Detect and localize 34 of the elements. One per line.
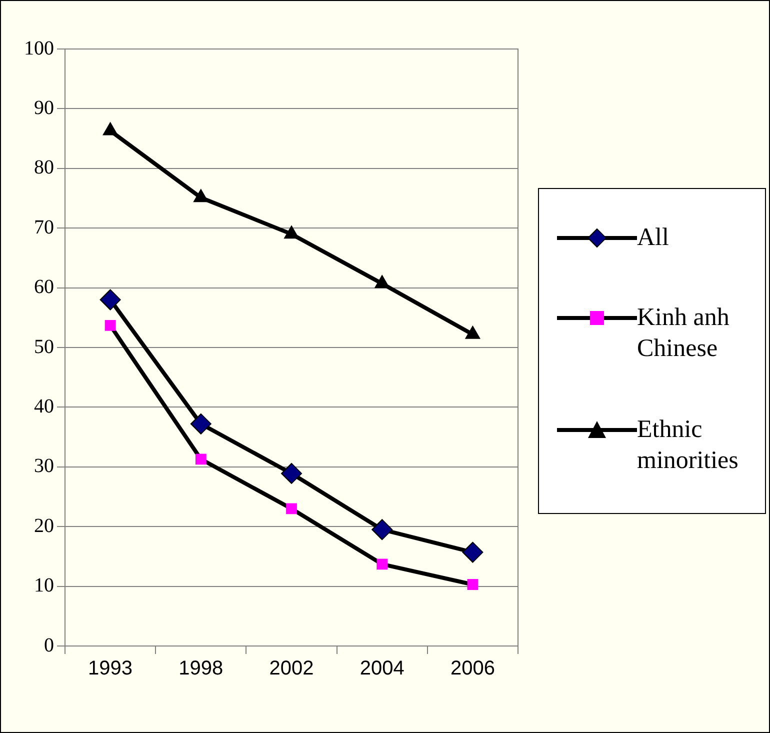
x-tick-label: 1993 <box>88 658 133 680</box>
point <box>104 320 116 331</box>
y-tick-label: 90 <box>34 96 54 119</box>
point <box>376 558 388 570</box>
y-tick-label: 10 <box>34 574 54 597</box>
legend-label: Kinh anh Chinese <box>637 303 730 364</box>
point <box>374 275 390 288</box>
point <box>286 503 297 514</box>
point <box>102 122 118 136</box>
point <box>465 326 480 339</box>
point <box>467 579 478 590</box>
y-tick-label: 100 <box>24 37 54 60</box>
y-tick-label: 0 <box>44 634 54 656</box>
x-tick-label: 2002 <box>269 658 314 680</box>
y-tick-label: 20 <box>34 514 54 537</box>
y-tick-label: 60 <box>34 276 54 298</box>
point <box>195 454 206 465</box>
point <box>193 189 208 202</box>
point <box>462 542 484 563</box>
y-tick-label: 40 <box>34 395 54 418</box>
point <box>372 519 393 540</box>
legend-label: All <box>637 222 670 253</box>
y-tick-label: 50 <box>34 336 54 358</box>
point <box>100 289 121 310</box>
point <box>190 413 212 434</box>
legend-label: Ethnic minorities <box>637 415 740 476</box>
x-tick-label: 2004 <box>360 658 404 680</box>
y-tick-label: 30 <box>34 455 54 478</box>
y-tick-label: 70 <box>34 216 54 238</box>
point <box>284 226 299 239</box>
point <box>281 462 302 484</box>
x-tick-label: 2006 <box>450 658 495 680</box>
y-tick-label: 80 <box>34 156 54 179</box>
x-tick-label: 1998 <box>178 658 224 680</box>
